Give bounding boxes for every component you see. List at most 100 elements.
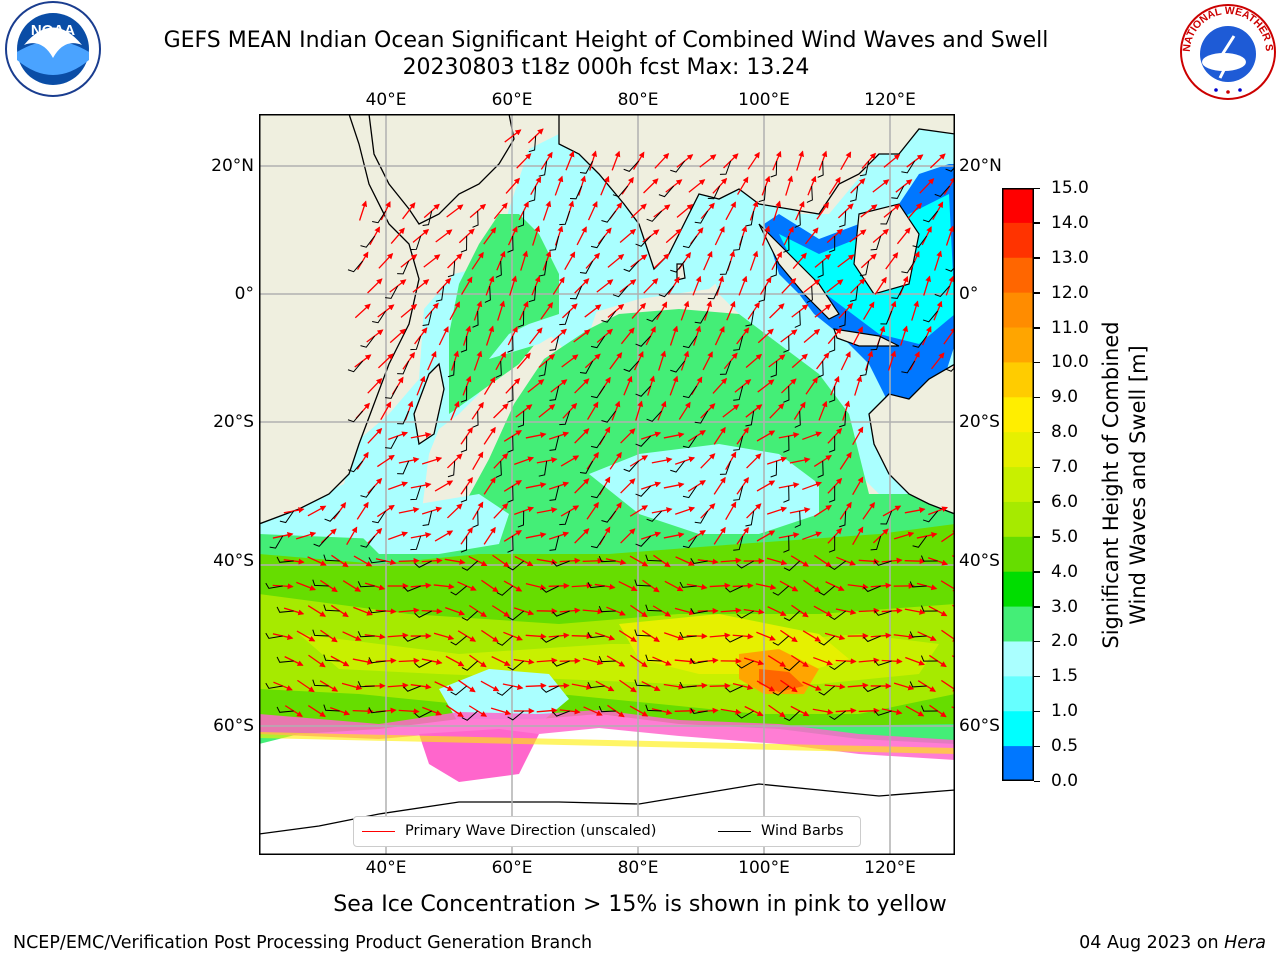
wave-direction-arrow <box>497 300 506 321</box>
wave-direction-arrow <box>516 352 531 370</box>
colorbar-tick <box>1034 606 1040 608</box>
wave-direction-arrow <box>664 580 684 592</box>
lon-tick-bottom-100e: 100°E <box>738 858 790 878</box>
wind-barb <box>538 360 548 377</box>
colorbar-label: 0.0 <box>1051 771 1079 791</box>
wind-barb <box>579 260 594 274</box>
wave-direction-arrow <box>643 278 659 294</box>
lat-tick-right-40s: 40°S <box>959 551 1000 571</box>
wind-barb <box>849 185 859 202</box>
wave-direction-arrow <box>388 531 409 541</box>
wind-barb <box>945 266 955 272</box>
wave-direction-arrow <box>387 632 409 639</box>
wind-barb <box>694 410 709 424</box>
wind-barb <box>360 335 376 348</box>
colorbar-tick <box>1034 780 1040 782</box>
wind-barb <box>313 535 330 547</box>
wave-direction-arrow <box>445 607 466 616</box>
wave-direction-arrow <box>481 629 499 643</box>
wind-barb <box>323 604 340 612</box>
wave-direction-arrow <box>433 632 455 641</box>
wave-direction-arrow <box>766 506 788 515</box>
wave-direction-arrow <box>755 583 777 590</box>
sea-ice-fringe <box>259 732 955 754</box>
wave-direction-arrow <box>367 378 383 394</box>
wave-direction-arrow <box>353 606 373 616</box>
wind-barb <box>745 210 755 227</box>
wave-direction-arrow <box>720 607 742 614</box>
wave-direction-arrow <box>450 400 460 421</box>
wind-barb <box>265 632 283 639</box>
colorbar-label: 1.5 <box>1051 666 1079 687</box>
wave-direction-arrow <box>354 303 371 319</box>
wave-direction-arrow <box>757 328 774 344</box>
wave-direction-arrow <box>766 557 788 566</box>
wind-barb <box>495 460 502 478</box>
wave-direction-arrow <box>941 679 955 693</box>
wave-direction-arrow <box>726 300 736 321</box>
wind-barb <box>828 385 836 403</box>
wave-direction-arrow <box>893 633 915 640</box>
wave-direction-arrow <box>669 375 679 396</box>
wind-barb <box>891 285 905 299</box>
wave-direction-arrow <box>825 581 845 591</box>
wave-direction-arrow <box>885 252 899 270</box>
wave-direction-arrow <box>904 558 926 565</box>
wind-barb <box>770 460 778 478</box>
wave-direction-arrow <box>802 431 823 441</box>
wind-barb <box>598 655 616 663</box>
colorbar-label: 3.0 <box>1051 596 1079 617</box>
wind-barb <box>725 685 743 693</box>
wind-barb <box>828 485 836 503</box>
legend-barbs-label: Wind Barbs <box>761 823 844 839</box>
wave-direction-arrow <box>583 706 603 716</box>
wind-barb <box>859 360 870 377</box>
wind-barb <box>368 707 386 714</box>
colorbar-label: 8.0 <box>1051 422 1079 443</box>
wave-direction-arrow <box>699 154 717 168</box>
wave-direction-arrow <box>756 680 776 692</box>
svg-text:NOAA: NOAA <box>31 22 75 39</box>
wave-direction-arrow <box>643 178 659 194</box>
wind-barb <box>694 210 709 224</box>
wave-direction-arrow <box>483 227 497 245</box>
wave-direction-arrow <box>574 378 590 394</box>
colorbar-tick <box>1034 710 1040 713</box>
wave-direction-arrow <box>483 426 496 445</box>
wind-barb <box>909 631 927 638</box>
wave-direction-arrow <box>720 708 742 715</box>
wave-direction-arrow <box>805 376 818 395</box>
wind-barb <box>528 135 537 153</box>
wind-barb <box>920 655 938 662</box>
wave-direction-arrow <box>919 178 935 194</box>
wave-direction-arrow <box>663 482 685 489</box>
wind-barb <box>725 585 743 593</box>
wave-direction-arrow <box>576 226 587 246</box>
colorbar-bin-0 <box>1002 188 1034 224</box>
wave-direction-arrow <box>688 179 706 193</box>
wind-barb <box>507 535 514 553</box>
wind-barb <box>495 260 502 278</box>
wind-barb <box>707 285 721 300</box>
wind-barb <box>920 555 938 562</box>
wave-direction-arrow <box>480 680 500 692</box>
wave-direction-arrow <box>863 301 875 320</box>
wind-barb <box>783 560 801 572</box>
wind-barb <box>460 535 468 553</box>
wind-barb <box>422 310 433 327</box>
wave-direction-arrow <box>756 631 776 641</box>
wind-barb <box>719 360 732 375</box>
wave-direction-arrow <box>607 254 625 268</box>
wave-direction-arrow <box>802 630 822 642</box>
wind-barb <box>772 585 790 596</box>
colorbar-tick <box>1034 396 1040 399</box>
wave-direction-arrow <box>618 580 638 592</box>
wave-direction-arrow <box>571 683 593 690</box>
wave-direction-arrow <box>398 607 420 614</box>
wave-direction-arrow <box>840 351 851 371</box>
wind-barb <box>269 535 284 549</box>
wave-direction-arrow <box>619 228 637 243</box>
wave-direction-arrow <box>663 632 685 641</box>
wind-barb <box>646 410 663 422</box>
wave-direction-arrow <box>781 277 797 294</box>
